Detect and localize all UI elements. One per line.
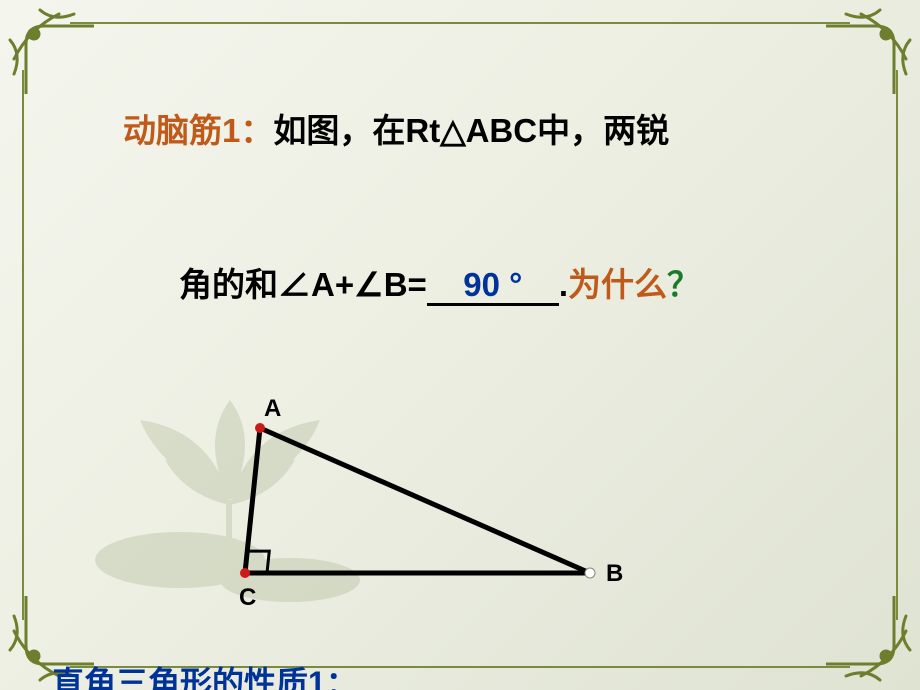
border-top: [70, 22, 850, 24]
border-right: [896, 70, 898, 620]
svg-text:A: A: [264, 395, 281, 422]
svg-text:B: B: [606, 560, 623, 587]
slide-content: 动脑筋1：如图，在Rt△ABC中，两锐 角的和∠A+∠B= 90 °.为什么？ A…: [50, 50, 870, 640]
problem-qmark: ？: [667, 266, 700, 303]
problem-body-1: 如图，在Rt△ABC中，两锐: [273, 112, 669, 149]
answer-blank: 90 °: [427, 267, 559, 306]
problem-title: 动脑筋1：: [123, 112, 273, 149]
answer-value: 90 °: [463, 266, 522, 303]
problem-body-2b: .: [559, 266, 568, 303]
problem-text: 动脑筋1：如图，在Rt△ABC中，两锐 角的和∠A+∠B= 90 °.为什么？: [68, 54, 870, 361]
triangle-figure: A B C: [190, 393, 870, 628]
problem-body-2a: 角的和∠A+∠B=: [179, 266, 427, 303]
problem-why: 为什么: [568, 266, 667, 303]
property-title: 直角三角形的性质1：: [52, 658, 870, 690]
border-left: [22, 70, 24, 620]
svg-text:C: C: [239, 584, 256, 611]
